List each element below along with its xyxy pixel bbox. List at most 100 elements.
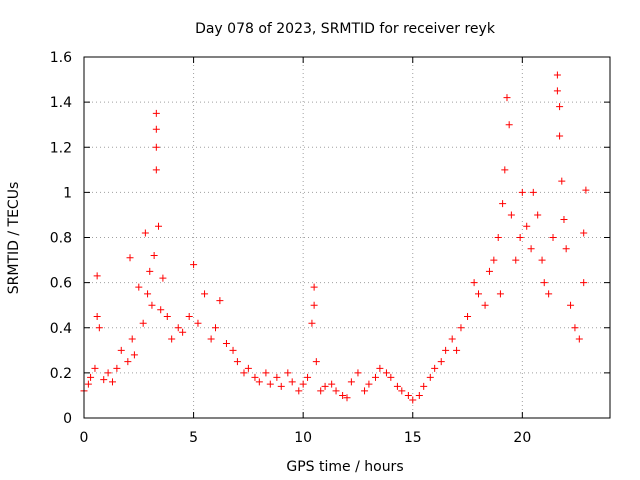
y-tick-label: 0.4 [50,321,72,337]
data-point [518,188,526,196]
data-point [135,283,143,291]
data-point [332,387,340,395]
data-point [148,301,156,309]
data-point [496,290,504,298]
data-point [376,364,384,372]
data-point [575,335,583,343]
data-point [558,177,566,185]
grid-lines [84,57,610,418]
data-point [534,211,542,219]
data-point [505,121,513,129]
data-point [284,369,292,377]
data-point [361,387,369,395]
data-point [540,279,548,287]
data-point [126,254,134,262]
data-point [174,324,182,332]
data-point [481,301,489,309]
data-point [398,387,406,395]
data-point [144,290,152,298]
data-point [567,301,575,309]
data-point [538,256,546,264]
data-point [442,346,450,354]
data-point [556,103,564,111]
data-point [288,378,296,386]
data-point [371,373,379,381]
data-point [233,358,241,366]
x-axis-label: GPS time / hours [286,459,403,475]
data-point [117,346,125,354]
data-point [100,376,108,384]
data-point [393,382,401,390]
chart-title: Day 078 of 2023, SRMTID for receiver rey… [195,21,496,37]
data-point [523,222,531,230]
data-point [93,312,101,320]
data-point [426,373,434,381]
data-point [128,335,136,343]
data-point [91,364,99,372]
y-tick-label: 0.6 [50,276,72,292]
data-point [157,306,165,314]
data-point [404,391,412,399]
data-point [150,252,158,260]
data-point [168,335,176,343]
y-tick-label: 1.2 [50,140,72,156]
data-point [139,319,147,327]
data-point [152,125,160,133]
data-point [512,256,520,264]
data-point [159,274,167,282]
data-point [308,319,316,327]
data-point [494,234,502,241]
plot-frame [83,56,611,419]
data-point [354,369,362,377]
y-tick-label: 1 [63,185,72,201]
data-point [490,256,498,264]
data-point [212,324,219,332]
data-point [262,369,270,377]
data-point [475,290,482,298]
data-point [527,245,535,253]
data-point [113,364,121,372]
data-point [108,378,116,386]
data-point [453,346,461,354]
data-point [299,380,307,388]
data-point [310,301,318,309]
x-tick-label: 10 [294,430,312,446]
data-point [152,143,160,151]
data-point [485,267,493,275]
data-point [312,358,320,366]
x-tick-label: 5 [189,430,198,446]
data-point [339,391,347,399]
data-point [382,369,390,377]
data-point [503,94,511,102]
x-tick-label: 15 [404,430,422,446]
data-point [179,328,187,336]
data-point [152,109,160,117]
data-point [152,166,160,174]
data-point [420,382,428,390]
data-point [84,380,92,388]
data-point [365,380,373,388]
data-point [470,279,478,287]
data-point [87,373,95,381]
data-point [146,267,154,275]
data-point [387,373,395,381]
data-point [240,369,248,377]
data-point [499,200,507,208]
data-point [464,312,472,320]
data-point [457,324,465,332]
x-tick-label: 20 [513,430,531,446]
data-point [415,391,423,399]
data-point [437,358,445,366]
y-tick-label: 0 [63,411,72,427]
data-point [141,229,149,237]
y-axis-label: SRMTID / TECUs [6,182,22,295]
data-point [553,87,561,95]
data-point [222,340,230,348]
y-tick-label: 1.4 [50,95,72,111]
data-point [529,188,537,196]
data-point [317,387,325,395]
data-point [273,373,281,381]
data-point [124,358,132,366]
data-point [549,234,557,241]
